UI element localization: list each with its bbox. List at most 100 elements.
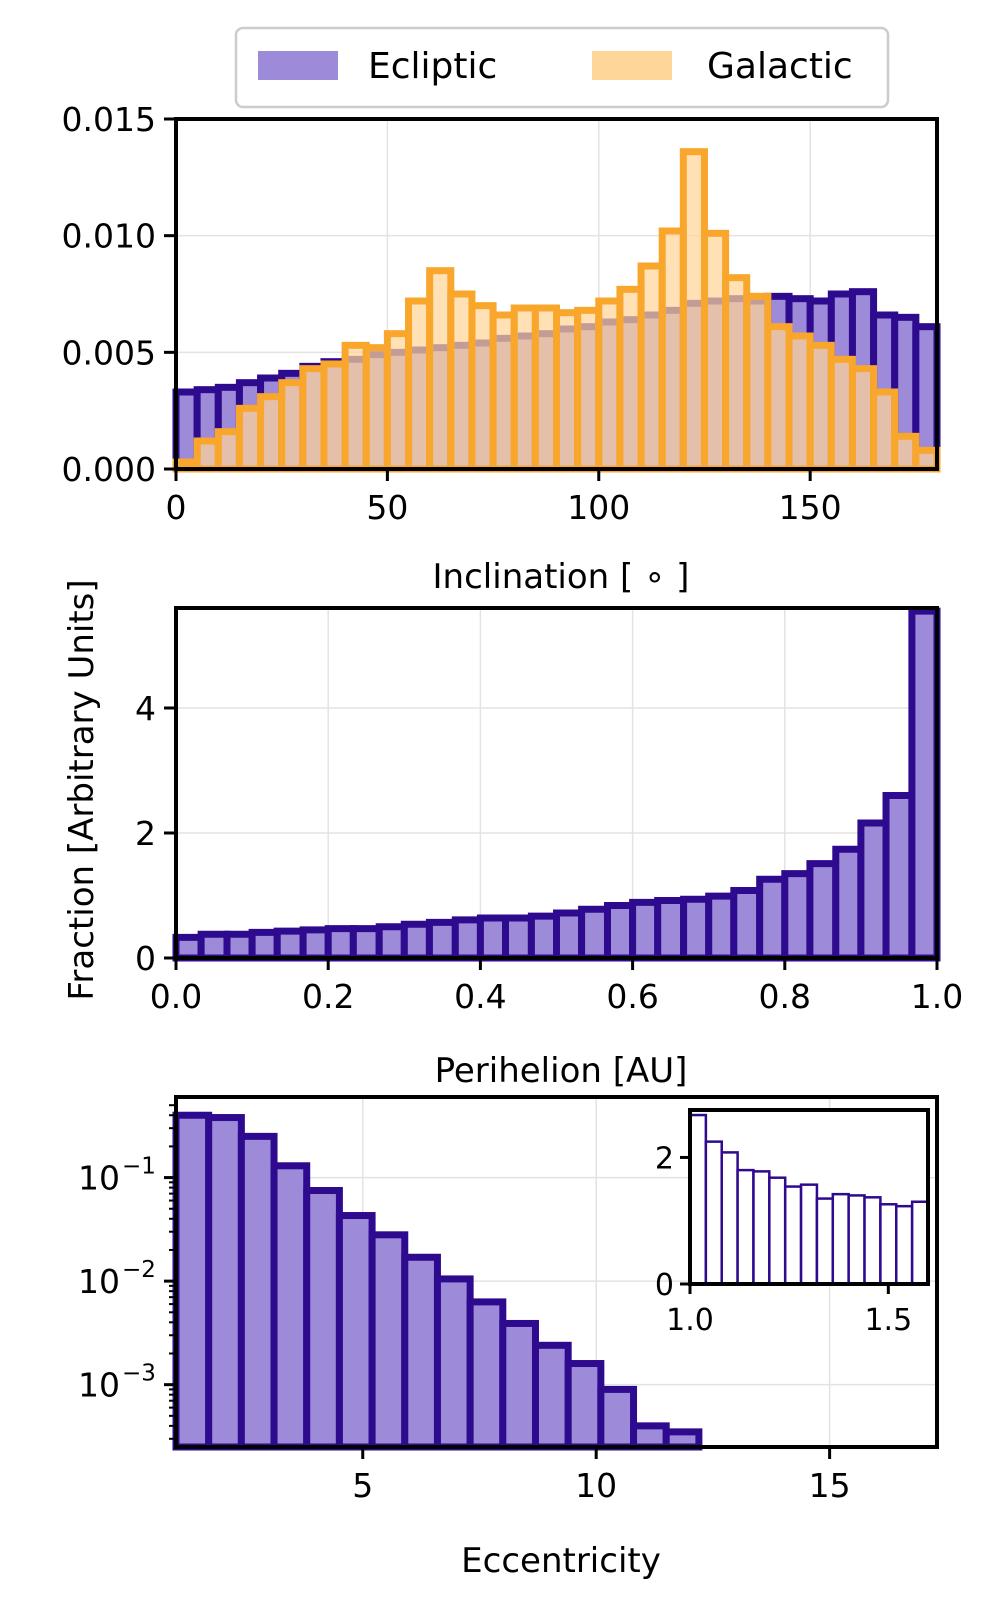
eccentricity-ecliptic-bar bbox=[499, 1319, 539, 1451]
legend-frame bbox=[234, 26, 890, 109]
legend-label-ecliptic: Ecliptic bbox=[368, 46, 497, 87]
inset-bar bbox=[910, 1200, 930, 1286]
eccentricity-ecliptic-bar bbox=[205, 1114, 245, 1451]
perihelion-ytick-label: 2 bbox=[135, 814, 156, 853]
perihelion-ecliptic-bar bbox=[578, 905, 611, 962]
perihelion-ecliptic-bar bbox=[680, 895, 713, 962]
inset-xtick-label: 1.5 bbox=[864, 1303, 912, 1338]
eccentricity-ecliptic-bar bbox=[630, 1422, 670, 1451]
perihelion-ecliptic-bar bbox=[299, 926, 332, 962]
perihelion-ecliptic-bar bbox=[882, 792, 916, 962]
perihelion-ecliptic-bar bbox=[248, 928, 281, 962]
perihelion-ecliptic-bar bbox=[603, 902, 637, 962]
perihelion-xtick-label: 0.4 bbox=[454, 977, 506, 1016]
inset-bar bbox=[831, 1192, 850, 1286]
perihelion-ecliptic-bar bbox=[349, 925, 383, 962]
legend: Ecliptic Galactic bbox=[234, 26, 890, 109]
eccentricity-ecliptic-bar bbox=[335, 1212, 376, 1451]
inclination-galactic-bar bbox=[912, 446, 941, 473]
perihelion-xtick-label: 0.6 bbox=[606, 977, 658, 1016]
eccentricity-ytick-label: 10 bbox=[78, 1366, 120, 1405]
eccentricity-inset: 1.0 1.5 0 2 bbox=[655, 1108, 930, 1338]
perihelion-ecliptic-bar bbox=[527, 912, 561, 962]
inset-frame bbox=[688, 1108, 930, 1286]
perihelion-ytick-label: 4 bbox=[135, 689, 156, 728]
perihelion-panel: 0.0 0.2 0.4 0.6 0.8 1.0 0 2 4 Perihelion [AU] bbox=[135, 606, 963, 1091]
perihelion-xtick-label: 0.0 bbox=[150, 977, 202, 1016]
perihelion-ecliptic-bar bbox=[451, 916, 484, 962]
legend-swatch-galactic bbox=[592, 51, 672, 80]
inset-bar bbox=[736, 1168, 755, 1286]
eccentricity-xtick-label: 15 bbox=[809, 1466, 851, 1505]
inclination-panel: 0 50 100 150 0.000 0.005 0.010 0.015 Inclinatio… bbox=[62, 100, 941, 597]
eccentricity-ecliptic-bars bbox=[172, 1111, 703, 1451]
perihelion-ecliptic-bar bbox=[425, 918, 459, 962]
eccentricity-ecliptic-bar bbox=[466, 1298, 507, 1451]
eccentricity-ytick-label: 10 bbox=[78, 1262, 120, 1301]
inset-bar bbox=[799, 1183, 819, 1286]
inset-xtick-label: 1.0 bbox=[666, 1303, 714, 1338]
inset-bar bbox=[752, 1170, 771, 1286]
inset-bar bbox=[768, 1176, 787, 1286]
eccentricity-ecliptic-bar bbox=[270, 1162, 311, 1451]
perihelion-ecliptic-bar bbox=[705, 892, 738, 962]
eccentricity-ecliptic-bar bbox=[597, 1385, 638, 1451]
legend-label-galactic: Galactic bbox=[707, 46, 853, 87]
inclination-frame bbox=[174, 117, 939, 471]
eccentricity-ecliptic-bar bbox=[433, 1275, 474, 1451]
inclination-xtick-label: 150 bbox=[779, 488, 842, 527]
eccentricity-ecliptic-bar bbox=[401, 1253, 441, 1451]
inset-bar bbox=[704, 1140, 723, 1286]
perihelion-ecliptic-bar bbox=[502, 914, 535, 962]
perihelion-ecliptic-bar bbox=[223, 930, 256, 962]
perihelion-xtick-label: 0.2 bbox=[302, 977, 354, 1016]
inset-bar bbox=[895, 1204, 914, 1286]
inset-bar bbox=[863, 1196, 882, 1286]
perihelion-xtick-label: 0.8 bbox=[759, 977, 811, 1016]
perihelion-ecliptic-bar bbox=[375, 923, 408, 962]
eccentricity-ecliptic-bar bbox=[662, 1428, 703, 1451]
perihelion-ecliptic-bar bbox=[273, 927, 307, 962]
eccentricity-ytick-base: 10 bbox=[78, 1159, 120, 1198]
inclination-xtick-label: 0 bbox=[166, 488, 187, 527]
eccentricity-ytick-base: 10 bbox=[78, 1366, 120, 1405]
perihelion-ecliptic-bar bbox=[730, 887, 764, 962]
inclination-xtick-label: 50 bbox=[366, 488, 408, 527]
perihelion-ecliptic-bar bbox=[654, 897, 688, 962]
perihelion-ecliptic-bar bbox=[172, 933, 205, 962]
eccentricity-ecliptic-bar bbox=[531, 1341, 572, 1451]
inset-bar bbox=[783, 1185, 803, 1286]
shared-y-axis-label: Fraction [Arbitrary Units] bbox=[62, 579, 102, 1000]
perihelion-ecliptic-bar bbox=[553, 909, 586, 962]
inset-bar bbox=[815, 1197, 835, 1286]
inclination-ytick-label: 0.005 bbox=[62, 333, 156, 372]
perihelion-ecliptic-bar bbox=[324, 925, 357, 962]
eccentricity-xtick-label: 10 bbox=[575, 1466, 617, 1505]
perihelion-ecliptic-bars bbox=[172, 607, 941, 962]
eccentricity-ytick-exponent: −2 bbox=[122, 1257, 156, 1283]
inclination-ytick-label: 0.010 bbox=[62, 217, 156, 256]
eccentricity-ecliptic-bar bbox=[564, 1360, 605, 1451]
eccentricity-frame bbox=[174, 1095, 939, 1449]
inset-ytick-label: 2 bbox=[655, 1141, 674, 1176]
perihelion-ecliptic-bar bbox=[197, 930, 231, 962]
inclination-axes: 0 50 100 150 0.000 0.005 0.010 0.015 bbox=[62, 100, 939, 527]
eccentricity-xtick-label: 5 bbox=[352, 1466, 373, 1505]
perihelion-ecliptic-bar bbox=[756, 875, 789, 962]
perihelion-ecliptic-bar bbox=[857, 819, 890, 962]
perihelion-ecliptic-bar bbox=[781, 870, 814, 962]
inset-bar bbox=[847, 1194, 866, 1286]
perihelion-ecliptic-bar bbox=[908, 607, 941, 962]
perihelion-ecliptic-bar bbox=[806, 860, 840, 962]
perihelion-ecliptic-bar bbox=[476, 914, 510, 962]
eccentricity-ecliptic-bar bbox=[237, 1132, 278, 1451]
perihelion-x-axis-label: Perihelion [AU] bbox=[435, 1051, 688, 1091]
inset-ytick-label: 0 bbox=[655, 1268, 674, 1303]
inclination-x-axis-label: Inclination [ ∘ ] bbox=[433, 557, 690, 597]
eccentricity-ecliptic-bar bbox=[172, 1111, 213, 1451]
eccentricity-ytick-exponent: −1 bbox=[122, 1154, 156, 1180]
perihelion-ecliptic-bar bbox=[400, 920, 433, 962]
